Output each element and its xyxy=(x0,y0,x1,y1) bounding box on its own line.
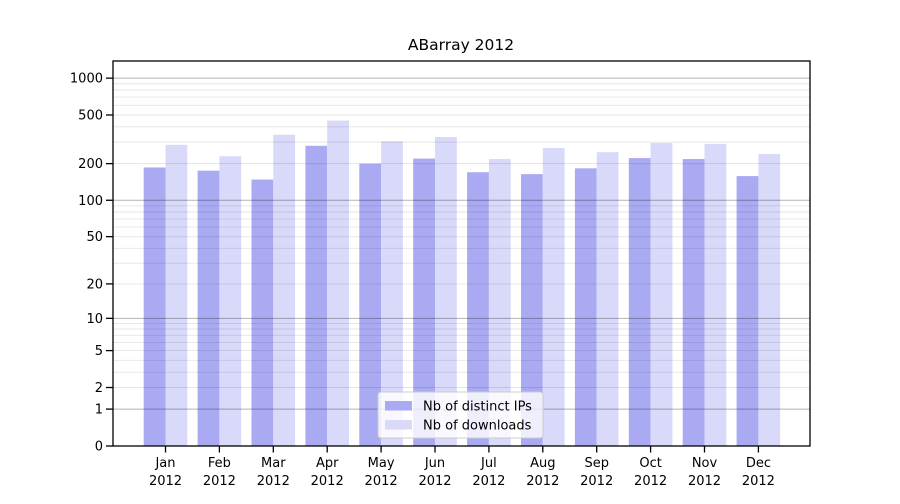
plot-frame xyxy=(112,60,811,447)
bar-mar-distinct-ips xyxy=(251,179,274,446)
x-tick-label-feb: Feb xyxy=(208,456,231,471)
x-tick-label-jun: Jun xyxy=(424,456,445,471)
bar-apr-distinct-ips xyxy=(305,145,328,446)
bar-feb-downloads xyxy=(219,156,242,446)
legend: Nb of distinct IPs Nb of downloads xyxy=(377,391,544,439)
legend-label-distinct-ips: Nb of distinct IPs xyxy=(423,400,532,415)
bar-jul-distinct-ips xyxy=(467,172,489,447)
y-tick-label-50: 50 xyxy=(86,230,103,245)
legend-label-downloads: Nb of downloads xyxy=(423,419,532,434)
bar-dec-distinct-ips xyxy=(736,176,759,446)
y-tick-label-100: 100 xyxy=(78,194,103,209)
bar-aug-distinct-ips xyxy=(521,174,543,446)
x-tick-year-jan: 2012 xyxy=(149,474,182,489)
x-tick-label-apr: Apr xyxy=(316,456,339,471)
y-tick-label-2: 2 xyxy=(95,381,103,396)
bar-sep-downloads xyxy=(596,152,619,446)
bar-oct-distinct-ips xyxy=(628,158,651,446)
x-tick-label-oct: Oct xyxy=(639,456,661,471)
x-tick-year-feb: 2012 xyxy=(203,474,236,489)
y-tick-label-200: 200 xyxy=(78,157,103,172)
y-tick-label-0: 0 xyxy=(95,440,103,455)
bar-jan-downloads xyxy=(165,144,188,446)
bar-jun-distinct-ips xyxy=(413,158,435,446)
x-tick-year-oct: 2012 xyxy=(634,474,667,489)
bar-nov-downloads xyxy=(704,143,727,446)
bars-layer xyxy=(143,120,781,447)
grid-layer xyxy=(113,77,810,410)
x-tick-label-aug: Aug xyxy=(530,456,555,471)
y-tick-label-1: 1 xyxy=(95,403,103,418)
bar-nov-distinct-ips xyxy=(682,159,705,446)
bar-sep-distinct-ips xyxy=(574,168,597,446)
bar-apr-downloads xyxy=(327,120,349,447)
y-tick-label-10: 10 xyxy=(86,312,103,327)
bar-jun-downloads xyxy=(435,137,457,446)
bar-jan-distinct-ips xyxy=(143,167,166,446)
x-tick-year-apr: 2012 xyxy=(311,474,344,489)
bar-feb-distinct-ips xyxy=(197,170,220,446)
x-tick-label-nov: Nov xyxy=(692,456,718,471)
x-tick-year-jul: 2012 xyxy=(472,474,505,489)
bar-aug-downloads xyxy=(542,148,565,446)
legend-swatch-distinct-ips xyxy=(385,401,412,411)
chart-title: ABarray 2012 xyxy=(408,36,514,54)
x-tick-year-may: 2012 xyxy=(365,474,398,489)
bar-may-distinct-ips xyxy=(359,163,382,446)
legend-swatch-downloads xyxy=(385,420,412,430)
y-tick-label-1000: 1000 xyxy=(70,72,103,87)
x-tick-year-dec: 2012 xyxy=(742,474,775,489)
x-tick-label-may: May xyxy=(368,456,395,471)
bar-mar-downloads xyxy=(273,134,296,447)
x-tick-year-aug: 2012 xyxy=(526,474,559,489)
x-tick-year-mar: 2012 xyxy=(257,474,290,489)
legend-box xyxy=(377,391,544,439)
bar-dec-downloads xyxy=(758,153,781,446)
x-tick-label-sep: Sep xyxy=(584,456,609,471)
x-tick-label-jul: Jul xyxy=(480,456,497,471)
bar-oct-downloads xyxy=(650,143,673,446)
x-tick-year-sep: 2012 xyxy=(580,474,613,489)
bar-jul-downloads xyxy=(488,159,511,446)
bar-may-downloads xyxy=(381,141,403,446)
x-tick-label-dec: Dec xyxy=(746,456,771,471)
x-tick-year-jun: 2012 xyxy=(418,474,451,489)
y-tick-label-500: 500 xyxy=(78,108,103,123)
x-tick-label-jan: Jan xyxy=(154,456,175,471)
y-tick-label-20: 20 xyxy=(86,277,103,292)
y-tick-label-5: 5 xyxy=(95,344,103,359)
x-tick-label-mar: Mar xyxy=(261,456,286,471)
x-tick-year-nov: 2012 xyxy=(688,474,721,489)
axes-layer: 0 1 2 5 10 20 50 100 200 500 1000 Jan 2012 Feb 2012 Mar… xyxy=(70,60,811,489)
